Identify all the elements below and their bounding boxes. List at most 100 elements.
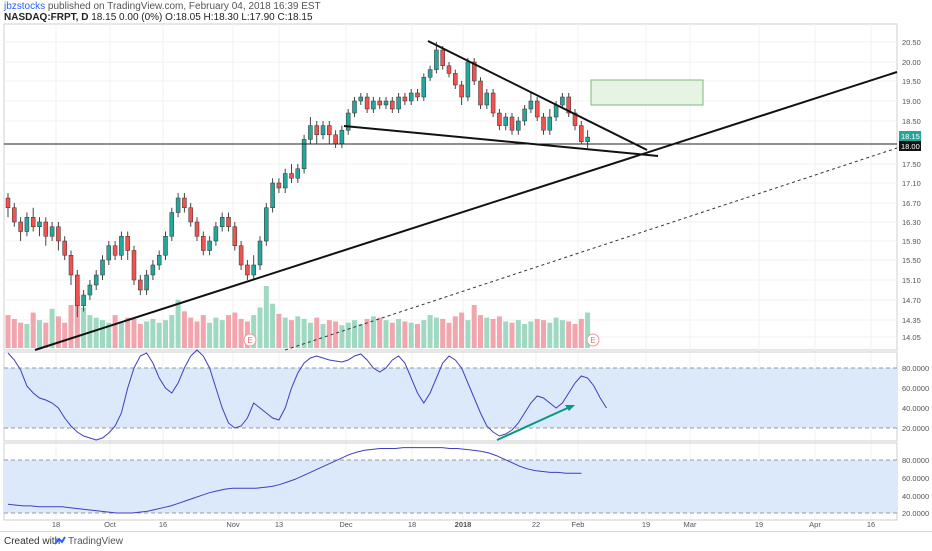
candle-body [119, 236, 124, 256]
volume-bars [5, 286, 591, 348]
divergence-arrow-head [565, 405, 575, 411]
volume-bar [471, 304, 477, 348]
candle-body [282, 173, 288, 189]
volume-bar [156, 322, 162, 348]
uptrend-line [34, 71, 898, 351]
price-tick-label: 15.90 [902, 237, 921, 246]
volume-bar [200, 315, 206, 348]
candle-body [522, 108, 527, 122]
volume-bar [339, 325, 345, 348]
candle-body [327, 125, 332, 136]
stoch-slow-pane: 80.0000 60.0000 40.0000 20.0000 [3, 442, 929, 521]
candle-body [585, 136, 590, 142]
volume-bar [43, 322, 49, 348]
tradingview-brand[interactable]: TradingView [68, 536, 124, 547]
volume-bar [566, 321, 572, 348]
candle-body [352, 100, 357, 114]
stoch-fast-tick-label: 20.0000 [902, 424, 929, 433]
stoch-fast-tick-label: 80.0000 [902, 364, 929, 373]
time-tick-label: Dec [339, 520, 353, 529]
volume-bar [81, 307, 87, 348]
time-tick-label: 22 [532, 520, 540, 529]
earnings-marker-circle [586, 333, 600, 347]
candle-body [377, 100, 382, 106]
candle-body [358, 96, 364, 102]
price-tick-label: 20.50 [902, 38, 921, 47]
publish-line: jbzstocks published on TradingView.com, … [4, 1, 321, 13]
candle-body [201, 236, 206, 251]
volume-bar [112, 315, 118, 348]
candle-body [465, 61, 471, 98]
volume-bar [459, 312, 465, 348]
candle-body [471, 61, 477, 82]
candle-body [56, 226, 61, 242]
candle-body [150, 264, 156, 276]
candle-body [163, 236, 168, 256]
candle-body [257, 240, 263, 266]
candle-body [427, 69, 433, 78]
volume-bar [578, 318, 584, 348]
marker-price-badge [899, 141, 921, 151]
candle-body [131, 250, 137, 281]
candle-body [251, 264, 256, 276]
volume-bar [421, 320, 427, 348]
stoch-fast-tick-label: 60.0000 [902, 384, 929, 393]
candle-body [503, 116, 508, 126]
volume-bar [572, 323, 578, 348]
stoch-slow-tick-label: 80.0000 [902, 456, 929, 465]
candle-body [553, 104, 559, 118]
candle-body [490, 92, 496, 114]
price-tick-label: 19.00 [902, 97, 921, 106]
candlestick-chart[interactable]: EE 20.5020.0019.5019.0018.5018.0017.5017… [0, 0, 932, 531]
candle-body [528, 100, 534, 110]
time-tick-label: Feb [572, 520, 585, 529]
volume-bar [37, 320, 42, 348]
price-tick-label: 17.10 [902, 179, 921, 188]
volume-bar [106, 322, 112, 348]
volume-bar [289, 320, 294, 348]
created-with-label: Created with [4, 536, 61, 547]
price-tick-label: 16.70 [902, 199, 921, 208]
volume-bar [541, 320, 546, 348]
candle-body [572, 112, 578, 126]
candle-body [560, 96, 565, 106]
time-tick-label: 19 [642, 520, 650, 529]
volume-bar [509, 322, 515, 348]
candle-body [390, 100, 395, 110]
volume-bar [528, 321, 534, 348]
time-axis[interactable]: 18 Oct 16 Nov 13 Dec 18 2018 22 Feb 19 Mar 19 Apr 16 [52, 520, 875, 529]
volume-bar [150, 318, 156, 348]
volume-bar [446, 322, 452, 348]
volume-bar [402, 321, 408, 348]
volume-bar [522, 323, 528, 348]
candle-body [43, 221, 49, 237]
volume-bar [194, 321, 200, 348]
price-tick-label: 19.50 [902, 77, 921, 86]
candle-body [396, 96, 401, 110]
candle-body [156, 255, 162, 266]
volume-bar [74, 296, 80, 348]
volume-bar [301, 318, 307, 348]
candle-body [453, 73, 458, 86]
volume-bar [163, 320, 168, 348]
target-rectangle [590, 79, 704, 106]
price-axis[interactable]: 20.50 20.00 19.50 19.00 18.50 18.00 17.50 17.10… [899, 38, 921, 342]
volume-bar [30, 312, 36, 348]
candle-body [232, 226, 238, 246]
price-tick-label: 15.50 [902, 256, 921, 265]
volume-bar [364, 318, 370, 348]
drawing-tools[interactable] [4, 40, 898, 351]
candles [5, 42, 590, 318]
candle-body [509, 116, 515, 131]
time-tick-label: Mar [684, 520, 697, 529]
volume-bar [465, 320, 471, 348]
author-link[interactable]: jbzstocks [4, 1, 46, 12]
candle-body [497, 112, 502, 126]
candle-body [579, 125, 584, 142]
marker-price-label: 18.00 [901, 142, 920, 151]
candle-body [421, 76, 427, 98]
grid-lines [3, 23, 898, 520]
candle-body [93, 274, 99, 286]
candle-body [18, 221, 23, 232]
